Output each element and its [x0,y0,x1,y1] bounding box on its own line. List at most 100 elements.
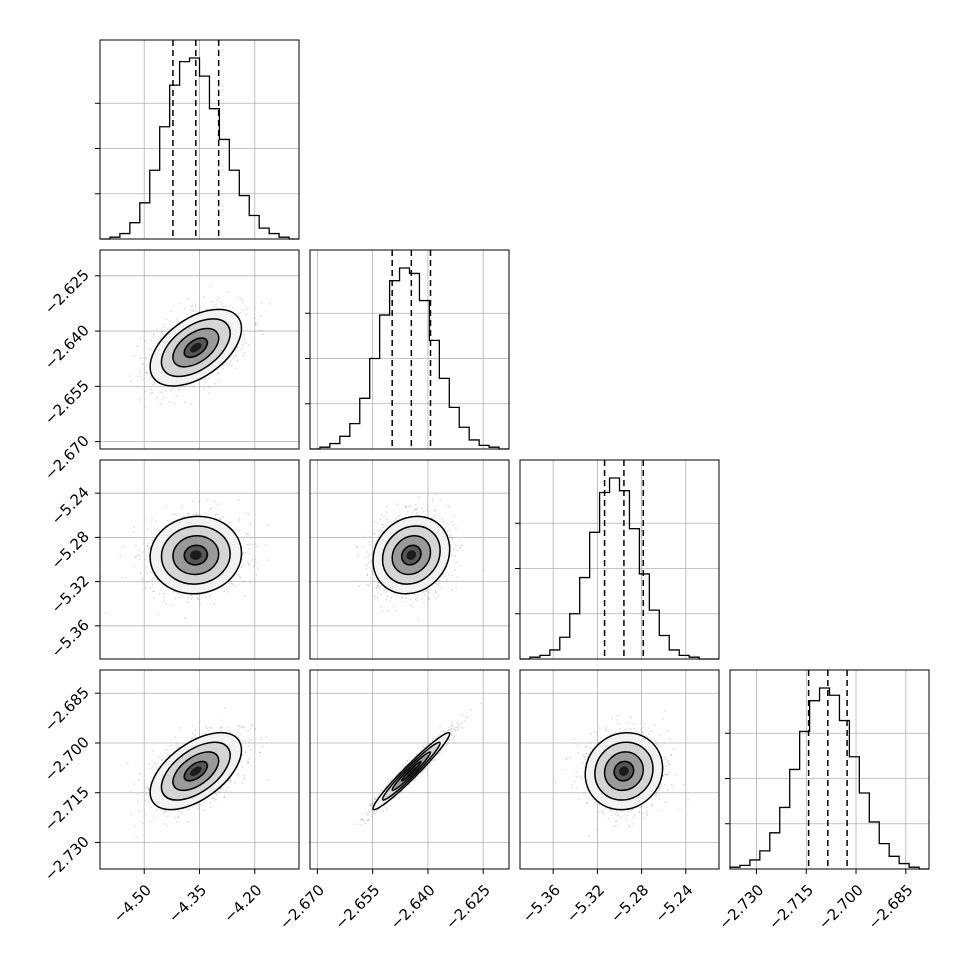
sample-point [188,515,190,517]
sample-point [431,501,433,503]
sample-point [214,383,216,385]
sample-point [159,391,161,393]
sample-point [210,595,212,597]
sample-point [248,544,250,546]
sample-point [422,507,424,509]
sample-point [205,726,207,728]
sample-point [216,299,218,301]
sample-point [230,581,232,583]
sample-point [239,518,241,520]
sample-point [411,512,413,514]
sample-point [178,389,180,391]
sample-point [184,402,186,404]
sample-point [372,581,374,583]
sample-point [218,503,220,505]
sample-point [421,598,423,600]
sample-point [242,301,244,303]
sample-point [234,782,236,784]
sample-point [133,531,135,533]
sample-point [143,588,145,590]
sample-point [163,596,165,598]
sample-point [146,371,148,373]
sample-point [255,324,257,326]
sample-point [453,549,455,551]
sample-point [215,514,217,516]
sample-point [249,564,251,566]
sample-point [144,366,146,368]
sample-point [165,603,167,605]
sample-point [243,333,245,335]
sample-point [239,577,241,579]
sample-point [423,602,425,604]
sample-point [370,553,372,555]
sample-point [165,390,167,392]
sample-point [447,578,449,580]
sample-point [167,816,169,818]
sample-point [244,595,246,597]
sample-point [428,511,430,513]
sample-point [267,779,269,781]
sample-point [148,372,150,374]
sample-point [185,601,187,603]
sample-point [144,340,146,342]
sample-point [159,593,161,595]
sample-point [174,514,176,516]
sample-point [149,387,151,389]
sample-point [190,403,192,405]
sample-point [140,372,142,374]
sample-point [138,779,140,781]
sample-point [435,510,437,512]
sample-point [170,745,172,747]
sample-point [236,354,238,356]
sample-point [236,368,238,370]
sample-point [222,517,224,519]
sample-point [377,585,379,587]
sample-point [226,586,228,588]
sample-point [461,544,463,546]
sample-point [205,597,207,599]
sample-point [137,376,139,378]
sample-point [138,554,140,556]
sample-point [423,511,425,513]
sample-point [140,375,142,377]
sample-point [179,597,181,599]
sample-point [133,526,135,528]
sample-point [178,387,180,389]
sample-point [385,599,387,601]
sample-point [443,576,445,578]
sample-point [208,392,210,394]
sample-point [221,303,223,305]
sample-point [363,535,365,537]
density-panel-3-0 [95,670,299,869]
sample-point [141,357,143,359]
sample-point [163,397,165,399]
sample-point [225,306,227,308]
sample-point [451,554,453,556]
sample-point [197,808,199,810]
sample-point [167,520,169,522]
sample-point [482,569,484,571]
sample-point [354,581,356,583]
sample-point [149,767,151,769]
sample-point [248,548,250,550]
sample-point [438,595,440,597]
sample-point [200,307,202,309]
sample-point [423,591,425,593]
hist-panel-3 [725,670,929,869]
sample-point [441,518,443,520]
sample-point [156,397,158,399]
sample-point [162,334,164,336]
sample-point [195,304,197,306]
sample-point [439,499,441,501]
sample-point [386,596,388,598]
sample-point [250,537,252,539]
sample-point [389,601,391,603]
hist-frame-3 [730,670,929,869]
sample-point [205,512,207,514]
sample-point [265,544,267,546]
sample-point [460,564,462,566]
sample-point [163,812,165,814]
sample-point [424,594,426,596]
sample-point [148,547,150,549]
sample-point [231,364,233,366]
